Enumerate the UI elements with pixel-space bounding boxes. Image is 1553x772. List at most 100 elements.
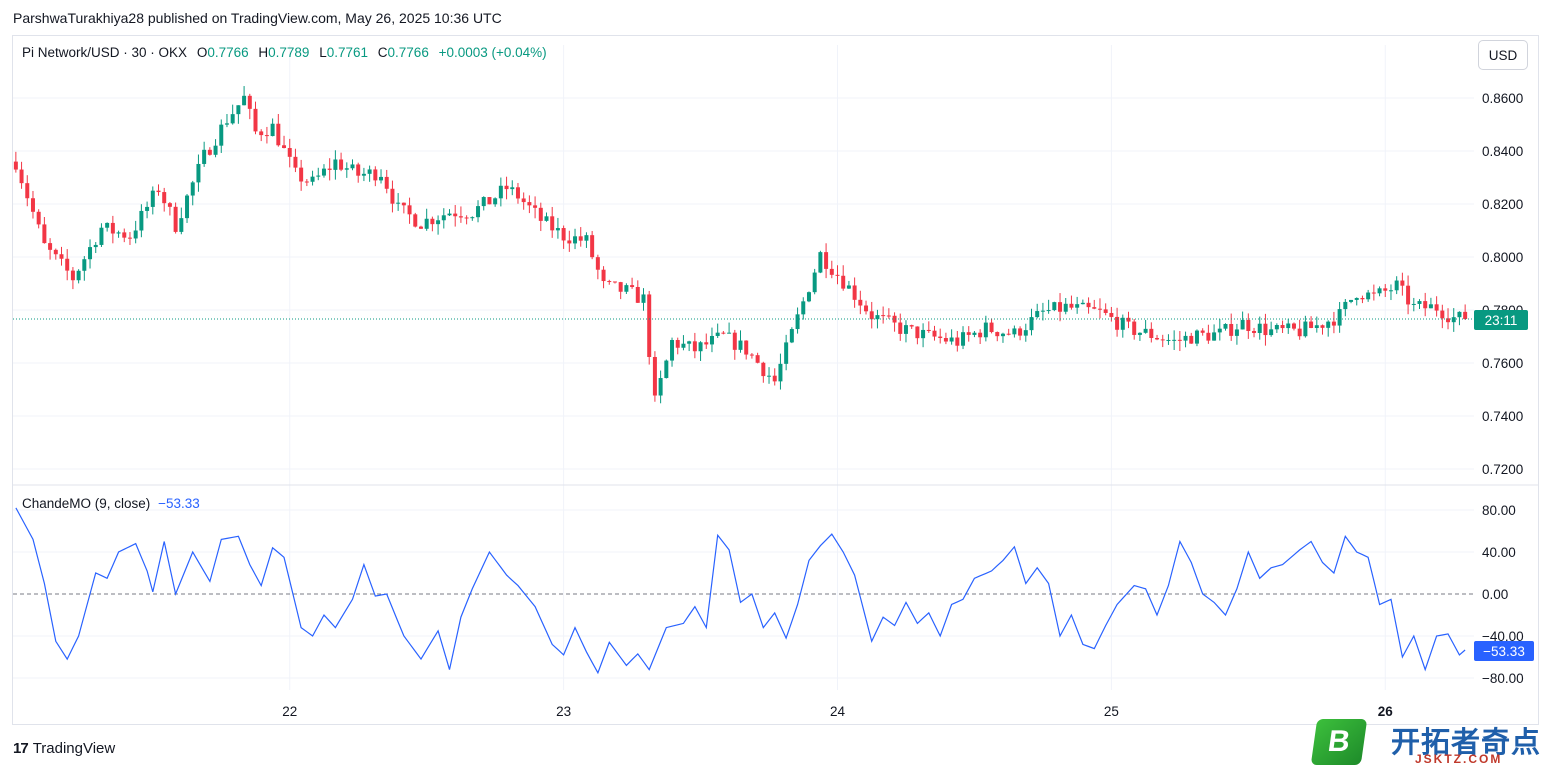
candle-body <box>1360 297 1365 300</box>
candle-body <box>59 254 64 259</box>
candle-body <box>846 285 851 289</box>
candle-body <box>995 332 1000 337</box>
candle-body <box>664 360 669 379</box>
candle-body <box>156 190 161 193</box>
candle-body <box>869 311 874 320</box>
candle-body <box>19 169 24 184</box>
symbol-title[interactable]: Pi Network/USD · 30 · OKX <box>22 45 188 60</box>
price-axis-label: 0.7400 <box>1482 409 1523 424</box>
candle-body <box>99 227 104 245</box>
candle-body <box>230 114 235 124</box>
candle-body <box>88 247 93 260</box>
candle-body <box>1086 302 1091 308</box>
candle-body <box>65 258 70 271</box>
candle-body <box>607 281 612 283</box>
candle-body <box>852 285 857 300</box>
price-axis-label: 0.7200 <box>1482 462 1523 477</box>
candle-body <box>396 202 401 204</box>
candle-body <box>1126 317 1131 322</box>
candle-body <box>789 329 794 343</box>
close-value: 0.7766 <box>387 45 429 60</box>
candle-body <box>1320 325 1325 328</box>
candle-body <box>652 356 657 396</box>
candle-body <box>824 252 829 269</box>
candle-body <box>1440 310 1445 319</box>
oscillator-value-tag: −53.33 <box>1474 641 1534 661</box>
candle-body <box>715 332 720 336</box>
candle-body <box>116 232 121 234</box>
candle-body <box>595 257 600 270</box>
candle-body <box>1400 280 1405 286</box>
candle-body <box>293 156 298 168</box>
candle-body <box>133 230 138 239</box>
candle-body <box>1092 307 1097 309</box>
candle-body <box>1177 339 1182 341</box>
candle-body <box>812 272 817 293</box>
candle-body <box>1377 288 1382 294</box>
candle-body <box>1229 323 1234 336</box>
candle-body <box>1309 321 1314 329</box>
candle-body <box>219 124 224 146</box>
candle-body <box>641 294 646 303</box>
candle-body <box>1434 304 1439 311</box>
candle-body <box>738 340 743 350</box>
publisher-line: ParshwaTurakhiya28 published on TradingV… <box>13 10 502 26</box>
candle-body <box>401 202 406 206</box>
candle-body <box>247 95 252 109</box>
candle-body <box>1463 311 1468 320</box>
candle-body <box>921 329 926 339</box>
candle-body <box>464 217 469 219</box>
candle-body <box>25 183 30 199</box>
candle-body <box>367 169 372 174</box>
candle-body <box>1040 310 1045 312</box>
oscillator-legend: ChandeMO (9, close) −53.33 <box>22 496 200 511</box>
candle-body <box>544 216 549 221</box>
candle-body <box>82 259 87 271</box>
price-axis-label: 0.8000 <box>1482 250 1523 265</box>
candle-body <box>418 226 423 229</box>
candle-body <box>270 123 275 137</box>
candle-body <box>1023 330 1028 336</box>
candle-body <box>1137 332 1142 335</box>
candle-body <box>150 190 155 207</box>
candle-body <box>630 285 635 287</box>
candle-body <box>903 325 908 334</box>
candle-body <box>527 202 532 206</box>
open-value: 0.7766 <box>207 45 249 60</box>
candle-body <box>1063 303 1068 312</box>
candle-body <box>961 332 966 346</box>
candle-body <box>179 218 184 232</box>
price-axis-label: 0.8200 <box>1482 197 1523 212</box>
change-value: +0.0003 (+0.04%) <box>438 45 547 60</box>
candle-body <box>1446 318 1451 323</box>
candle-body <box>202 149 207 164</box>
candle-body <box>1331 321 1336 326</box>
high-value: 0.7789 <box>268 45 310 60</box>
candle-body <box>515 187 520 199</box>
candle-body <box>647 294 652 357</box>
x-tick-label: 25 <box>1104 704 1119 719</box>
candle-body <box>253 108 258 132</box>
candle-body <box>915 326 920 339</box>
candle-body <box>1172 339 1177 341</box>
candle-body <box>105 222 110 228</box>
oscillator-series-line <box>15 507 1466 675</box>
candle-body <box>1132 321 1137 335</box>
candle-body <box>1257 323 1262 333</box>
candle-body <box>356 164 361 176</box>
currency-button[interactable]: USD <box>1478 40 1528 70</box>
candle-body <box>1029 317 1034 331</box>
candle-body <box>213 145 218 155</box>
candle-body <box>1383 288 1388 291</box>
candle-body <box>207 149 212 155</box>
candle-body <box>447 213 452 216</box>
osc-axis-label: 80.00 <box>1482 503 1516 518</box>
candle-body <box>1349 299 1354 302</box>
candle-body <box>1075 304 1080 308</box>
oscillator-label[interactable]: ChandeMO (9, close) <box>22 496 151 511</box>
candle-body <box>167 203 172 207</box>
tradingview-brand[interactable]: 17 TradingView <box>13 740 115 757</box>
candle-body <box>287 148 292 157</box>
candle-body <box>1194 330 1199 344</box>
